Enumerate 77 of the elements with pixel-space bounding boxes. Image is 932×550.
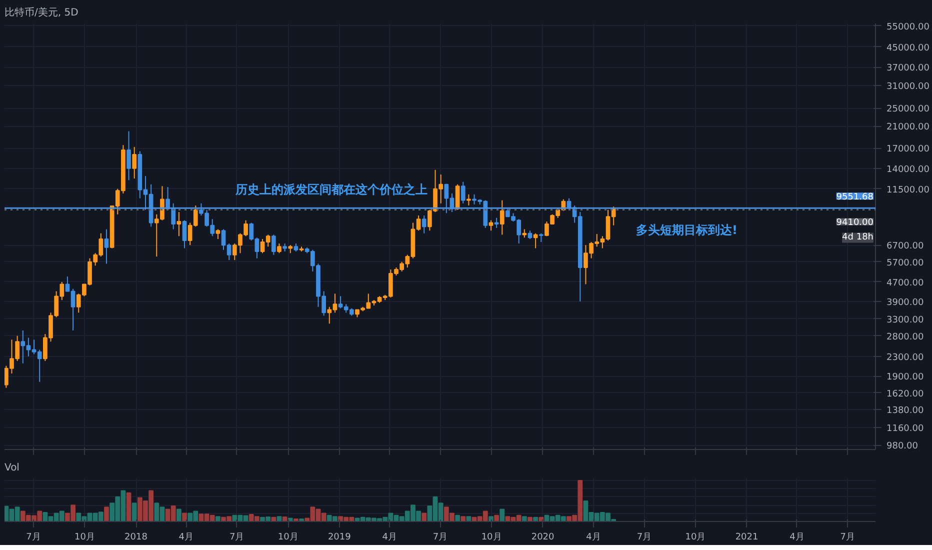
candlestick [271,234,276,256]
bar [460,516,466,522]
y-tick-label: 980.00 [886,442,918,452]
y-tick-label: 1620.00 [886,389,924,400]
y-tick-label: 5700.00 [886,258,924,268]
bar [494,514,500,522]
candlestick [104,228,109,264]
candlestick [277,243,282,254]
y-tick-label: 31000.00 [886,82,930,92]
x-tick-label: 7月 [840,532,856,542]
x-tick-label: 2019 [328,532,352,542]
chart-title: 比特币/美元, 5D [4,6,79,18]
y-tick-label: 2300.00 [886,352,924,363]
y-tick-label: 3300.00 [886,315,924,326]
bar [176,508,182,522]
bar [528,516,532,522]
x-tick-label: 7月 [636,532,652,542]
candlestick [422,215,426,234]
annotation: 多头短期目标到达! [636,223,738,238]
bar [488,516,494,522]
x-tick-label: 4月 [586,532,601,542]
x-tick-label: 10月 [685,532,706,542]
y-tick-label: 11500.00 [886,185,930,196]
y-tick-label: 25000.00 [886,104,930,115]
x-tick-label: 10月 [74,532,95,542]
bar [182,512,187,522]
x-tick-label: 7月 [230,532,244,542]
y-tick-label: 1900.00 [886,372,924,383]
bar [132,502,137,522]
y-tick-label: 45000.00 [886,43,930,54]
y-tick-label: 3900.00 [886,298,924,308]
annotation: 4d 18h [842,232,874,243]
x-tick-label: 2021 [735,532,758,542]
x-tick-label: 2018 [124,532,148,542]
x-tick-label: 4月 [382,532,397,542]
y-tick-label: 2800.00 [886,332,924,342]
candlestick [460,181,466,204]
bar [271,516,276,522]
bar [215,516,220,522]
y-tick-label: 17000.00 [886,144,930,155]
x-tick-label: 10月 [481,532,502,542]
y-tick-label: 37000.00 [886,64,930,74]
x-tick-label: 4月 [790,532,804,542]
candlestick [132,146,137,179]
candlestick [488,220,494,232]
candlestick [216,228,220,240]
bar [104,506,109,522]
bar [533,516,538,522]
y-tick-label: 1160.00 [886,424,924,434]
bar [282,516,288,522]
bar [422,512,427,522]
bar [455,514,460,522]
ref-line-label: 9410.00 [836,218,874,228]
bar [522,516,527,522]
candlestick [182,220,187,249]
x-tick-label: 7月 [432,532,448,542]
y-tick-label: 55000.00 [886,22,930,32]
bar [126,492,132,522]
candlestick [466,194,471,206]
candlestick [533,232,538,249]
chart-title: Vol [4,462,20,474]
y-tick-label: 1380.00 [886,406,924,416]
x-tick-label: 4月 [178,532,194,542]
x-tick-label: 7月 [26,532,41,542]
candlestick [500,200,504,236]
y-tick-label: 21000.00 [886,122,930,133]
y-tick-label: 14000.00 [886,164,930,175]
candlestick [494,217,499,228]
y-tick-label: 4700.00 [886,278,924,288]
bar [500,508,505,522]
annotation: 历史上的派发区间都在这个价位之上 [234,182,428,197]
candlestick [126,130,131,181]
x-tick-label: 10月 [278,532,298,542]
x-tick-label: 2020 [531,532,555,542]
y-tick-label: 6700.00 [886,242,924,252]
bar [466,516,472,522]
candlestick [176,212,182,237]
